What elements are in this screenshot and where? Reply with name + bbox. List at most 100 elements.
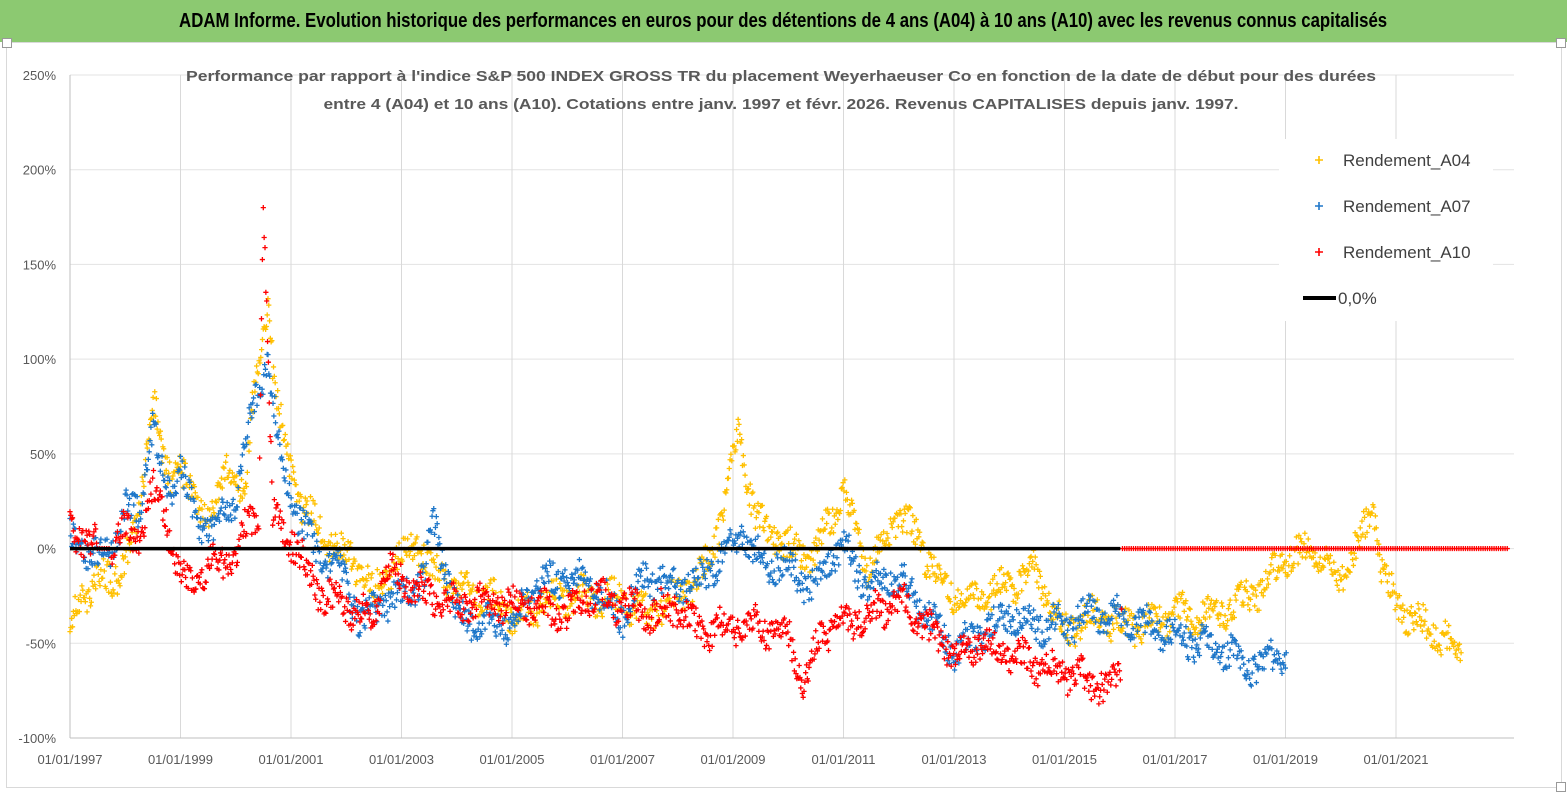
data-point <box>277 441 283 448</box>
data-point <box>717 604 723 610</box>
data-point <box>1109 676 1115 682</box>
data-point <box>227 467 233 473</box>
data-point <box>882 585 888 591</box>
data-point <box>153 395 159 402</box>
data-point <box>932 571 938 577</box>
data-point <box>862 574 868 580</box>
data-point <box>916 534 922 540</box>
data-point <box>154 485 160 491</box>
data-point <box>101 568 107 574</box>
data-point <box>1225 606 1232 612</box>
data-point <box>903 604 909 610</box>
x-tick-label: 01/01/2015 <box>1032 752 1097 767</box>
data-point <box>266 318 273 324</box>
data-point <box>156 497 162 503</box>
resize-handle[interactable] <box>1556 38 1566 48</box>
data-point <box>837 507 844 514</box>
data-point <box>278 401 284 408</box>
data-point <box>928 551 934 558</box>
data-point <box>1092 693 1098 699</box>
data-point <box>1190 654 1197 660</box>
data-point <box>824 506 831 512</box>
data-point <box>884 587 890 593</box>
data-point <box>682 593 688 600</box>
data-point <box>396 540 402 546</box>
data-point <box>744 534 750 540</box>
data-point <box>824 520 830 527</box>
y-tick-label: 250% <box>23 68 57 83</box>
data-point <box>701 643 708 650</box>
data-point <box>425 539 431 545</box>
data-point <box>262 366 269 372</box>
data-point <box>1234 655 1240 662</box>
data-point <box>178 579 184 585</box>
data-point <box>1139 640 1145 646</box>
data-point <box>164 454 170 461</box>
data-point <box>1389 570 1395 577</box>
resize-handle[interactable] <box>2 38 12 48</box>
data-point <box>666 585 672 592</box>
data-point <box>1025 665 1031 671</box>
data-point <box>415 586 422 592</box>
data-point <box>213 500 220 506</box>
data-point <box>822 526 828 532</box>
data-point <box>261 372 267 378</box>
chart-title-line1: Performance par rapport à l'indice S&P 5… <box>186 68 1376 85</box>
data-point <box>686 579 692 586</box>
data-point <box>166 470 172 476</box>
data-point <box>1355 538 1362 544</box>
data-point <box>107 579 114 585</box>
data-point <box>119 515 125 521</box>
data-point <box>1019 563 1026 569</box>
data-point <box>154 426 160 432</box>
data-point <box>855 578 861 584</box>
data-point <box>955 587 961 593</box>
data-point <box>76 608 82 615</box>
data-point <box>489 587 496 594</box>
data-point <box>1017 619 1023 626</box>
data-point <box>1032 628 1038 635</box>
data-point <box>803 670 809 676</box>
data-point <box>793 531 799 537</box>
data-point <box>1350 562 1357 569</box>
data-point <box>910 512 916 519</box>
data-point <box>1287 553 1293 559</box>
data-point <box>685 571 691 578</box>
data-point <box>1423 607 1429 613</box>
data-point <box>609 574 615 580</box>
data-point <box>1213 640 1219 647</box>
data-point <box>468 589 474 595</box>
data-point <box>640 560 646 566</box>
resize-handle[interactable] <box>1556 782 1566 792</box>
data-point <box>418 551 424 557</box>
data-point <box>461 592 468 598</box>
data-point <box>580 564 586 571</box>
data-point <box>728 451 734 457</box>
data-point <box>706 647 713 654</box>
data-point <box>1030 607 1037 613</box>
data-point <box>263 326 269 332</box>
data-point <box>1271 652 1277 658</box>
data-point <box>1099 681 1105 688</box>
data-point <box>1046 590 1052 596</box>
data-point <box>907 615 913 621</box>
data-point <box>479 620 486 626</box>
data-point <box>428 582 434 588</box>
data-point <box>763 513 770 520</box>
data-point <box>966 654 972 660</box>
data-point <box>459 586 465 592</box>
data-point <box>223 459 229 465</box>
data-point <box>1014 607 1020 613</box>
data-point <box>275 520 282 526</box>
data-point <box>271 496 277 503</box>
data-point <box>280 437 287 444</box>
data-point <box>1363 506 1369 512</box>
data-point <box>872 574 878 580</box>
data-point <box>253 363 260 369</box>
data-point <box>1021 569 1027 575</box>
data-point <box>676 576 682 583</box>
data-point <box>1152 635 1158 642</box>
data-point <box>792 557 799 563</box>
data-point <box>667 618 673 624</box>
data-point <box>1094 681 1100 687</box>
